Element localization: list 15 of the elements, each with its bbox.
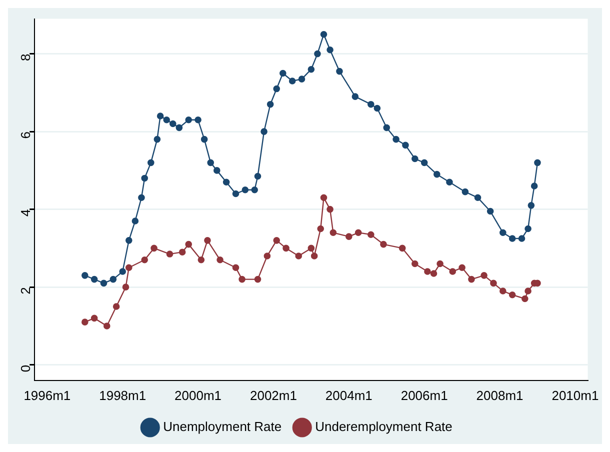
- y-tick-label: 0: [18, 364, 34, 372]
- y-tick-label: 8: [18, 54, 34, 62]
- y-tick-label: 2: [18, 287, 34, 294]
- x-tick-label: 1998m1: [99, 388, 146, 403]
- x-tick-label: 2006m1: [400, 388, 448, 403]
- x-tick-label: 2000m1: [174, 388, 222, 403]
- x-tick-label: 2002m1: [250, 388, 297, 403]
- legend-label: Unemployment Rate: [163, 419, 282, 434]
- x-tick-label: 1996m1: [24, 388, 71, 403]
- x-tick-label: 2008m1: [476, 388, 524, 403]
- x-tick-label: 2004m1: [325, 388, 372, 403]
- legend-label: Underemployment Rate: [315, 419, 452, 434]
- y-tick-label: 4: [18, 209, 34, 217]
- x-tick-label: 2010m1: [552, 388, 599, 403]
- y-tick-label: 6: [18, 132, 34, 139]
